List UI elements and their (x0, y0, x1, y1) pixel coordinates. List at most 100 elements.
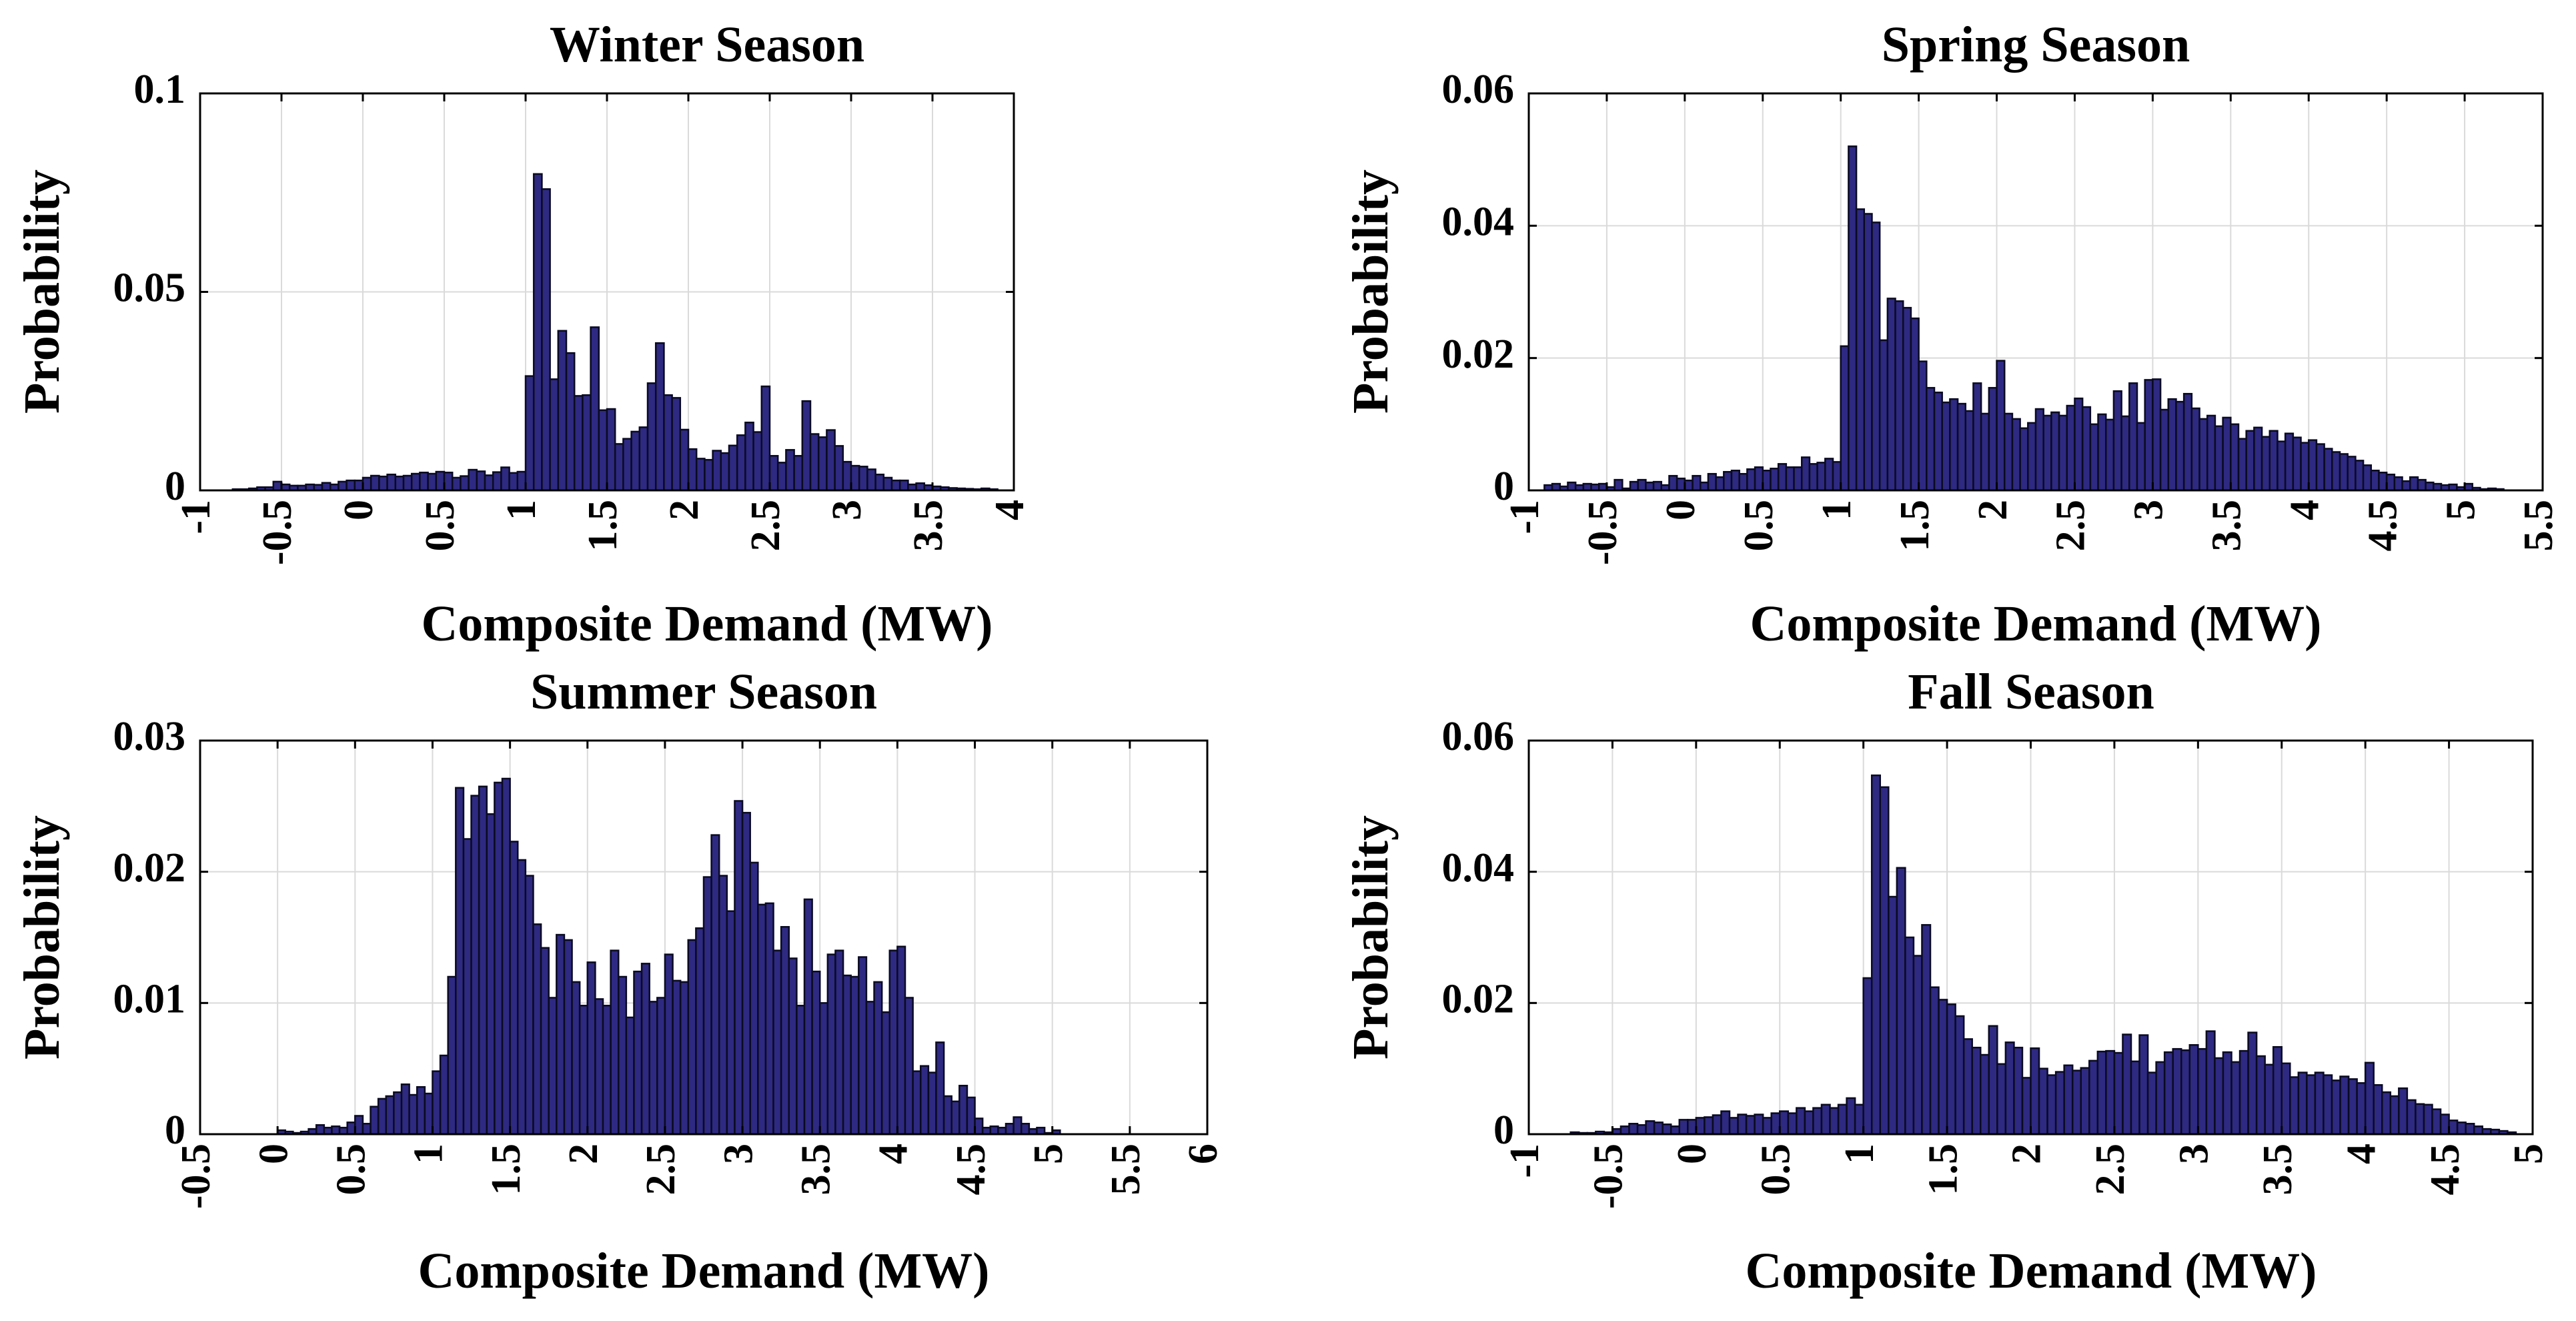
bar (617, 975, 628, 1136)
bar (509, 841, 519, 1136)
bar (752, 431, 763, 492)
axis-ticks: -1 -0.5 0 0.5 1 1.5 2 2.5 3 3.5 4 0 0.05 0.1 (113, 67, 1033, 565)
bar (989, 1125, 999, 1136)
bar (2042, 414, 2052, 492)
bar (850, 975, 860, 1136)
bar (594, 998, 604, 1136)
bar (1777, 463, 1788, 492)
bar (508, 472, 519, 492)
bar (834, 949, 844, 1136)
bar (416, 1085, 426, 1136)
x-tick-label: 1.5 (1892, 500, 1938, 552)
bar (2112, 390, 2122, 492)
bar (2120, 415, 2130, 492)
bar (2356, 1082, 2367, 1136)
bar (476, 470, 486, 492)
x-tick-label: 3 (824, 500, 870, 520)
bar (749, 861, 759, 1136)
bar (2415, 1103, 2425, 1136)
bar (1653, 1122, 1664, 1136)
x-tick-label: 5 (1026, 1144, 1071, 1164)
plot-frame (1527, 739, 2534, 1136)
x-tick-label: 3.5 (2255, 1144, 2301, 1196)
bar (950, 1100, 960, 1136)
y-tick-label: 0 (165, 1108, 185, 1153)
bar (801, 400, 812, 492)
x-axis-label: Composite Demand (MW) (1750, 596, 2321, 652)
bar (2393, 476, 2403, 492)
bar (455, 787, 465, 1136)
bar (1988, 387, 1998, 492)
bar (1684, 479, 1694, 492)
bar (1949, 398, 1959, 492)
bar (2214, 425, 2224, 492)
bar (1863, 213, 1873, 492)
bar (672, 979, 682, 1136)
bar (695, 927, 705, 1136)
bar (2198, 418, 2208, 492)
bar (1848, 145, 1858, 492)
bar (1980, 1053, 1990, 1136)
bar (2058, 414, 2068, 492)
bar (1687, 1119, 1698, 1136)
x-tick-label: -0.5 (1580, 500, 1626, 565)
bar (640, 963, 650, 1136)
bar (850, 464, 860, 492)
x-tick-label: 4 (2339, 1144, 2384, 1164)
bar (679, 428, 690, 492)
bar (2046, 1074, 2057, 1136)
bar (915, 482, 926, 492)
bar (2038, 1067, 2048, 1136)
bar (664, 953, 674, 1136)
bar (2074, 397, 2084, 492)
bar (272, 480, 283, 492)
bar (648, 1001, 658, 1136)
bar (370, 474, 380, 492)
bar (1745, 1115, 1756, 1136)
bar (2431, 1108, 2442, 1136)
bar (393, 1091, 403, 1136)
bar (2315, 443, 2325, 492)
bar (1824, 458, 1834, 492)
bar (1738, 472, 1748, 492)
bar (2167, 398, 2177, 492)
bar (1737, 1114, 1748, 1136)
bar (484, 474, 494, 492)
bar (2175, 400, 2185, 492)
bar (1871, 222, 1881, 492)
bar (516, 470, 527, 492)
bar (663, 394, 673, 492)
x-tick-label: 2.5 (2088, 1144, 2133, 1196)
bar (385, 1095, 395, 1136)
bar (439, 1054, 449, 1136)
bar (2136, 422, 2146, 492)
bar (1840, 345, 1850, 492)
x-tick-label: 5 (2506, 1144, 2551, 1164)
bar (1754, 466, 1764, 492)
x-tick-label: 0 (1658, 500, 1704, 520)
bar (2307, 439, 2318, 492)
bar (2182, 392, 2193, 492)
bar (2284, 432, 2295, 492)
bar (578, 1005, 589, 1136)
bar (2417, 478, 2427, 492)
x-tick-label: 1.5 (1920, 1144, 1966, 1196)
bar (582, 394, 592, 492)
bar (741, 811, 751, 1136)
bar (2159, 408, 2170, 492)
bar (2331, 1079, 2341, 1136)
y-axis-label: Probability (14, 169, 70, 414)
bar (2122, 1033, 2132, 1136)
bar (912, 1070, 922, 1136)
bar (1013, 1116, 1023, 1136)
bar (1620, 1125, 1630, 1136)
bar (2113, 1051, 2124, 1136)
bar (1645, 481, 1655, 492)
bar (2253, 426, 2263, 492)
bar (1020, 1123, 1031, 1136)
bar (532, 923, 542, 1136)
bar (2163, 1051, 2174, 1136)
bar (1894, 300, 1904, 492)
bar (1829, 1107, 1840, 1136)
